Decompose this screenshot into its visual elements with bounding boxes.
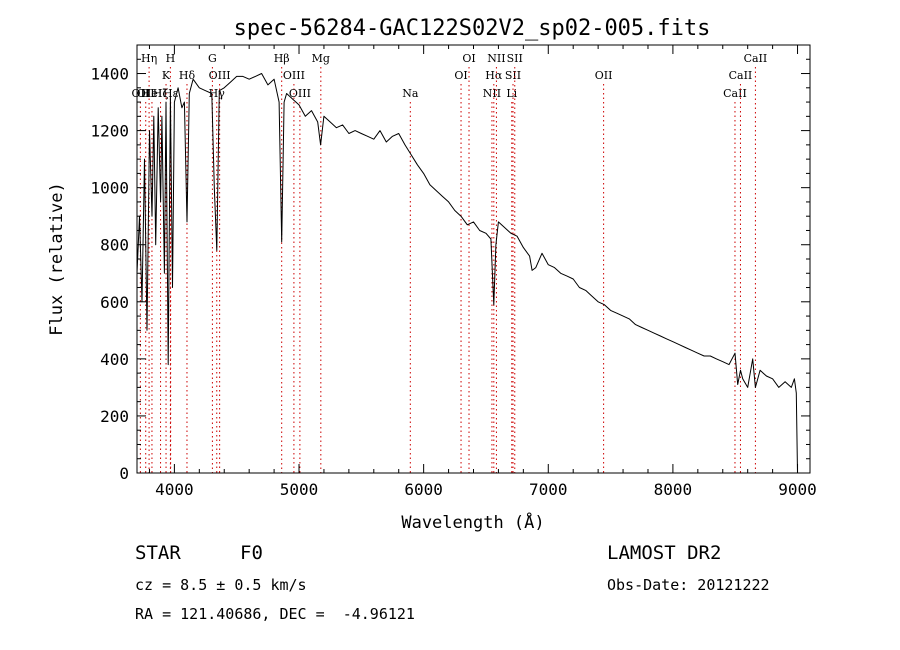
line-marker-label: OII [132, 87, 150, 100]
line-marker-label: NII [483, 87, 501, 100]
line-marker-label: G [208, 52, 217, 65]
line-marker-label: OI [462, 52, 475, 65]
line-marker-label: H [166, 52, 176, 65]
line-marker-label: OIII [283, 69, 305, 82]
y-tick-label: 600 [100, 293, 129, 312]
line-marker-label: SII [507, 52, 523, 65]
line-marker-label: Hδ [179, 69, 196, 82]
line-marker-label: Hγ [209, 87, 226, 100]
x-tick-label: 6000 [404, 480, 443, 499]
x-axis-label: Wavelength (Å) [401, 511, 544, 533]
line-marker-label: OIII [289, 87, 311, 100]
y-axis: 0 200 400 600 800 1000 1200 1400 [90, 58, 810, 483]
line-marker-label: NII [487, 52, 505, 65]
line-marker-label: Hβ [274, 52, 290, 65]
line-marker-label: OIII [209, 69, 231, 82]
x-tick-label: 9000 [778, 480, 817, 499]
line-marker-label: SII [505, 69, 521, 82]
y-tick-label: 400 [100, 350, 129, 369]
chart-title: spec-56284-GAC122S02V2_sp02-005.fits [234, 16, 711, 41]
line-marker-label: OII [137, 87, 155, 100]
redshift-cz: cz = 8.5 ± 0.5 km/s [135, 576, 307, 594]
line-marker-label: Li [506, 87, 517, 100]
line-marker-label: Na [402, 87, 419, 100]
x-tick-label: 7000 [529, 480, 568, 499]
y-tick-label: 800 [100, 236, 129, 255]
line-marker-label: OII [595, 69, 613, 82]
y-tick-label: 1200 [90, 122, 129, 141]
line-marker-label: Hζ [153, 87, 169, 100]
line-marker-label: CaII [744, 52, 768, 65]
plot-frame [136, 44, 811, 474]
observation-date: Obs-Date: 20121222 [607, 576, 770, 594]
line-marker-label: Hη [141, 52, 157, 65]
line-marker-label: CaII [723, 87, 747, 100]
line-marker-label: Hα [485, 69, 503, 82]
spectrum-series [136, 73, 798, 474]
y-tick-label: 1400 [90, 65, 129, 84]
spectrum-line-0 [136, 73, 798, 474]
line-marker-label: K [162, 69, 171, 82]
line-marker-label: Hε [163, 87, 179, 100]
y-tick-label: 0 [119, 464, 129, 483]
ra-dec: RA = 121.40686, DEC = -4.96121 [135, 605, 415, 623]
y-axis-label: Flux (relative) [47, 182, 67, 336]
line-marker-label: Mg [312, 52, 330, 65]
y-tick-label: 1000 [90, 179, 129, 198]
spectral-subclass: F0 [240, 542, 263, 564]
x-tick-label: 8000 [654, 480, 693, 499]
line-marker-label: HeI [142, 87, 162, 100]
line-marker-label: CaII [729, 69, 753, 82]
object-class: STAR [135, 542, 181, 564]
x-tick-label: 5000 [280, 480, 319, 499]
line-marker-label: OI [454, 69, 467, 82]
survey-name: LAMOST DR2 [607, 542, 722, 564]
x-axis: 4000 5000 6000 7000 8000 9000 [148, 45, 817, 499]
y-tick-label: 200 [100, 407, 129, 426]
x-tick-label: 4000 [155, 480, 194, 499]
line-markers: OIIOIIHηHeIHζKHHεHδGHγOIIIHβOIIIOIIIMgNa… [132, 52, 768, 473]
